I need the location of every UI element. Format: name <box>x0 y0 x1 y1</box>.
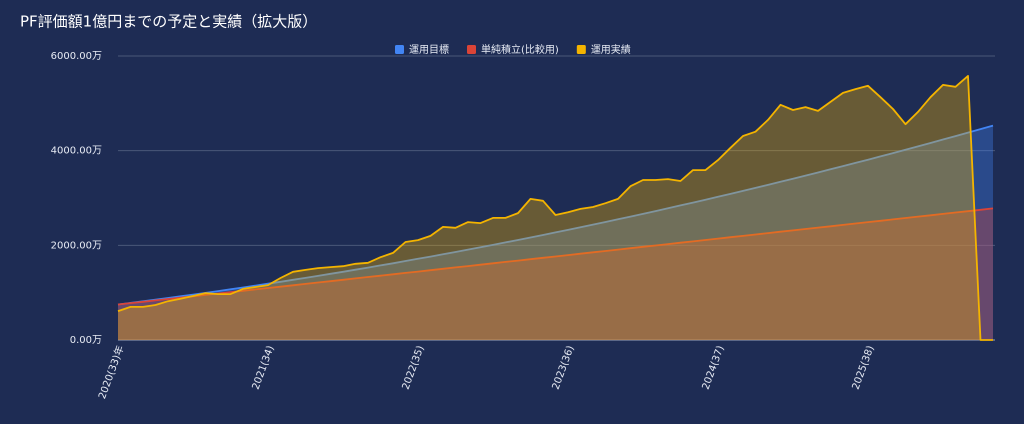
y-tick-label: 4000.00万 <box>51 146 102 157</box>
y-tick-label: 2000.00万 <box>51 240 102 251</box>
y-tick-label: 6000.00万 <box>51 51 102 62</box>
series-line <box>117 75 993 341</box>
legend-label: 運用実績 <box>591 43 631 56</box>
legend-swatch <box>467 45 476 54</box>
chart-title: PF評価額1億円までの予定と実績（拡大版） <box>20 13 317 31</box>
legend-label: 運用目標 <box>409 43 449 56</box>
series-line <box>117 124 994 306</box>
legend-label: 単純積立(比較用) <box>481 43 559 56</box>
legend-swatch <box>576 45 586 54</box>
y-tick-label: 0.00万 <box>70 335 102 346</box>
area-fill <box>118 208 993 340</box>
series-line <box>117 207 994 306</box>
legend-swatch <box>395 45 404 54</box>
area-fill <box>118 75 993 341</box>
